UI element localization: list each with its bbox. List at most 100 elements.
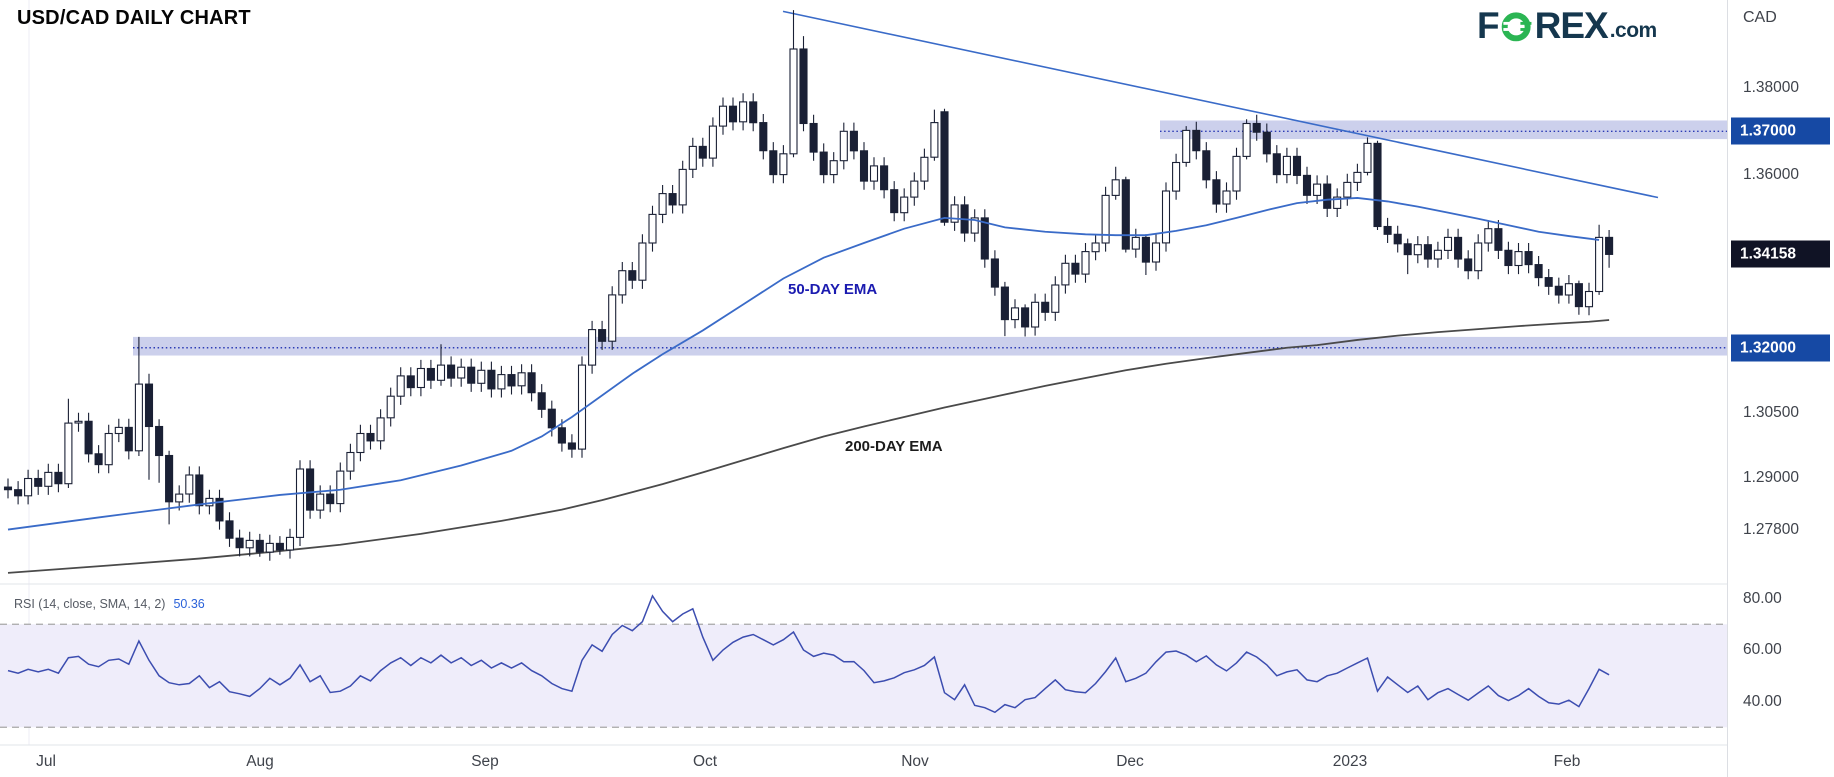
candle	[950, 204, 959, 223]
ema200-label: 200-DAY EMA	[845, 438, 943, 455]
price-axis-label: 1.27800	[1743, 520, 1800, 538]
month-label: 2023	[1332, 753, 1368, 770]
candle	[265, 542, 274, 553]
ema50-line	[7, 197, 1600, 531]
candle	[940, 111, 949, 223]
candle	[1091, 242, 1100, 253]
candle	[114, 426, 123, 435]
candle	[1443, 236, 1453, 251]
candle	[1151, 242, 1161, 263]
candle	[1010, 307, 1020, 321]
candle	[779, 153, 788, 176]
candle	[1564, 283, 1573, 296]
candle	[628, 270, 637, 281]
candle	[1605, 236, 1614, 255]
candle	[1141, 236, 1150, 263]
candle	[648, 213, 657, 244]
candle	[588, 329, 597, 366]
candle	[255, 539, 264, 553]
candle	[718, 105, 728, 127]
candle	[245, 539, 254, 549]
candle	[84, 420, 93, 455]
candle	[1272, 153, 1281, 176]
candle	[1554, 285, 1563, 296]
currency-label: CAD	[1743, 9, 1777, 26]
candle	[1333, 196, 1342, 209]
candle	[235, 537, 244, 549]
candle	[668, 193, 677, 206]
candle	[316, 493, 325, 511]
candle	[1484, 228, 1493, 244]
price-badge-resistance: 1.37000	[1731, 117, 1830, 145]
descending-trendline	[782, 10, 1659, 199]
candle	[275, 542, 284, 551]
candle	[1524, 251, 1533, 266]
candle	[698, 145, 707, 159]
candle	[728, 105, 738, 123]
candle	[1161, 190, 1171, 244]
candle	[819, 151, 828, 176]
price-axis-label: 1.29000	[1743, 468, 1800, 486]
candle	[557, 427, 566, 444]
month-label: Aug	[246, 753, 274, 770]
candle	[1454, 236, 1463, 260]
candle	[688, 145, 697, 170]
candle	[144, 383, 154, 428]
candle	[54, 471, 63, 485]
candle	[990, 258, 999, 288]
candle	[1464, 258, 1473, 272]
candle	[920, 156, 929, 182]
candle	[225, 520, 234, 539]
month-label: Dec	[1116, 753, 1144, 770]
rsi-header: RSI (14, close, SMA, 14, 2) 50.36	[14, 597, 205, 611]
candle	[789, 48, 798, 155]
candle	[426, 367, 435, 381]
candle	[346, 451, 355, 472]
candle	[24, 477, 33, 497]
page-title: USD/CAD DAILY CHART	[17, 7, 251, 29]
candle	[1544, 277, 1553, 287]
candle	[1222, 190, 1231, 205]
candle	[64, 422, 73, 485]
candle	[1474, 242, 1483, 272]
rsi-axis-label: 40.00	[1743, 692, 1782, 710]
candle	[517, 372, 526, 387]
candle	[336, 470, 345, 505]
forex-logo-f: F	[1477, 5, 1500, 46]
candle	[396, 375, 405, 397]
rsi-value: 50.36	[173, 597, 205, 611]
candle	[376, 417, 385, 442]
candle	[1232, 155, 1241, 192]
candle	[638, 242, 647, 281]
candle	[547, 408, 556, 429]
price-badge-last: 1.34158	[1731, 240, 1830, 268]
candle	[799, 48, 808, 125]
price-axis-label: 1.36000	[1743, 165, 1800, 183]
candle	[467, 366, 476, 384]
rsi-line	[7, 594, 1610, 714]
candle	[1383, 225, 1392, 235]
candle	[1584, 290, 1594, 308]
candle	[1031, 301, 1040, 328]
candle	[1131, 236, 1140, 250]
candle	[880, 165, 889, 191]
candle	[1111, 179, 1120, 196]
price-axis-label: 1.38000	[1743, 79, 1800, 96]
price-axis[interactable]	[1727, 0, 1834, 777]
candle	[487, 369, 496, 390]
candle	[678, 168, 687, 206]
candle	[1262, 131, 1271, 155]
candle	[1182, 129, 1191, 163]
candle	[1313, 183, 1322, 196]
rsi-axis-label: 80.00	[1743, 589, 1782, 607]
candle	[1423, 244, 1432, 260]
candle	[1242, 122, 1251, 157]
candle	[94, 453, 103, 466]
candle	[1373, 142, 1382, 228]
candle	[1393, 233, 1402, 245]
month-label: Nov	[901, 753, 929, 770]
price-axis-label: 1.30500	[1743, 403, 1800, 421]
candle	[124, 426, 133, 452]
forex-logo-domain: .com	[1609, 18, 1658, 42]
